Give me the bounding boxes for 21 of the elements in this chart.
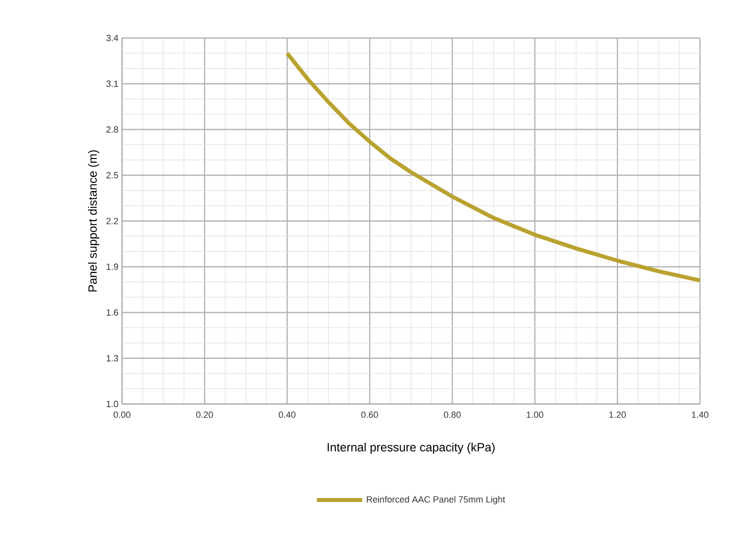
text: Reinforced AAC Panel 75mm Light bbox=[366, 496, 506, 504]
x-tick-label: 0.00 bbox=[114, 412, 130, 418]
y-tick-label: 1.0 bbox=[106, 400, 118, 408]
y-tick-label: 3.1 bbox=[106, 80, 118, 87]
x-tick-label: 0.40 bbox=[278, 412, 296, 418]
y-tick-label: 2.8 bbox=[106, 126, 118, 133]
x-tick-label: 0.60 bbox=[361, 412, 378, 418]
x-axis-title: Internal pressure capacity (kPa) bbox=[328, 442, 495, 454]
line-series bbox=[285, 51, 702, 282]
x-tick-label: 1.20 bbox=[609, 412, 626, 418]
y-tick-label: 1.9 bbox=[106, 264, 118, 270]
y-axis-title: Panel support distance (m) bbox=[88, 150, 100, 292]
x-tick-label: 0.80 bbox=[444, 412, 461, 418]
x-tick-label: 1.00 bbox=[526, 412, 544, 418]
x-tick-label: 1.40 bbox=[692, 412, 708, 418]
y-tick-label: 1.6 bbox=[106, 309, 118, 316]
y-tick-label: 2.5 bbox=[106, 172, 118, 178]
x-tick-label: 0.20 bbox=[196, 412, 213, 418]
y-tick-label: 3.4 bbox=[106, 34, 118, 42]
y-tick-label: 1.3 bbox=[106, 355, 118, 362]
y-tick-label: 2.2 bbox=[106, 218, 118, 224]
